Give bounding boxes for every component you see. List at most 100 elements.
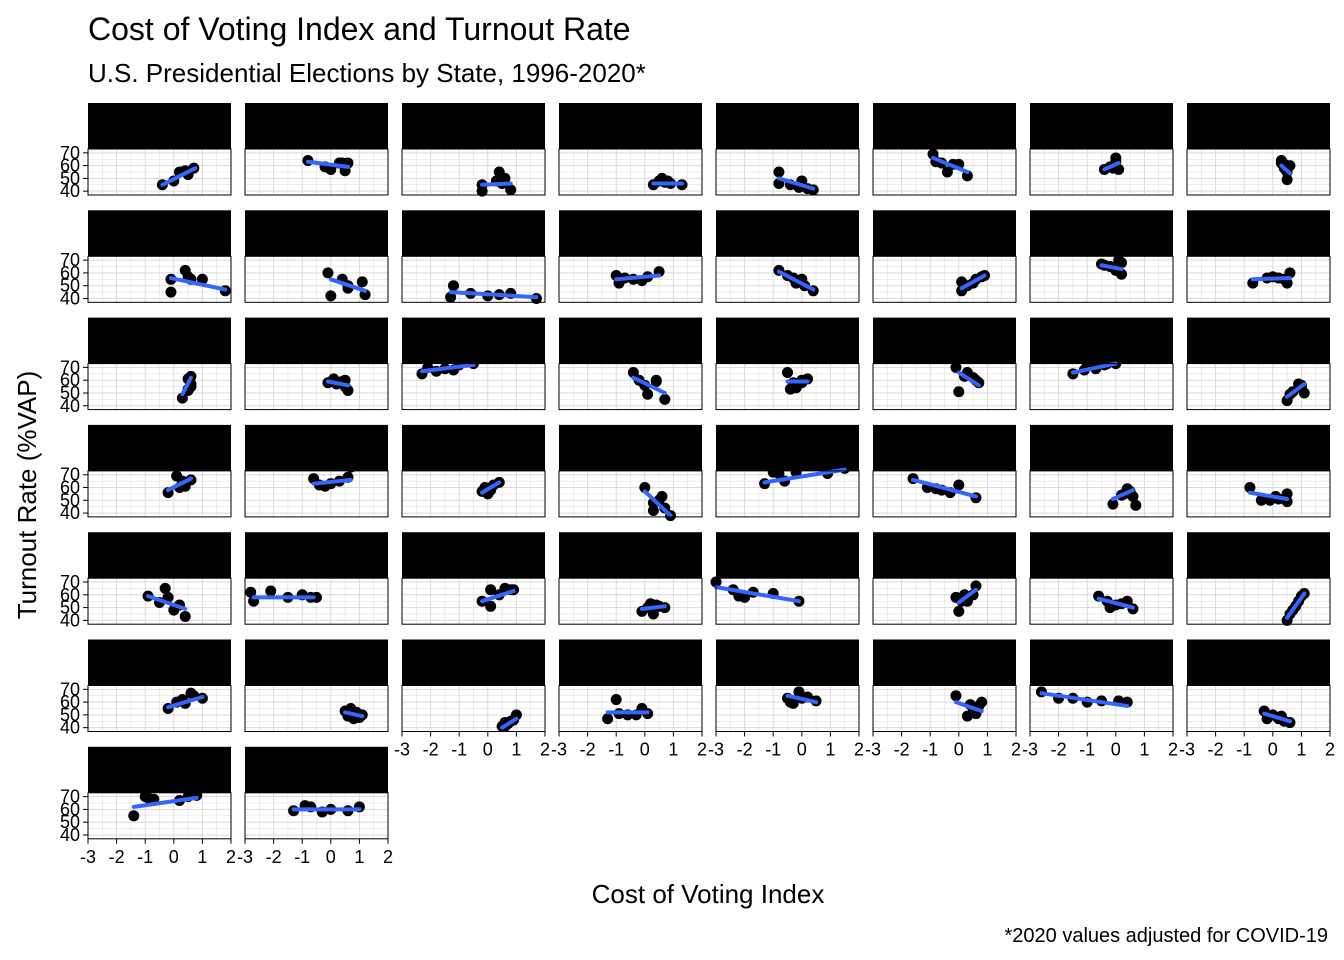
strip: [245, 639, 388, 686]
panel-indiana: Indiana: [872, 210, 1017, 303]
panel-tennessee: Tennessee: [244, 639, 389, 732]
data-point: [950, 690, 962, 702]
fit-line: [146, 594, 188, 611]
fit-line: [305, 159, 350, 169]
panel-marks: [1281, 588, 1310, 626]
strip-label: Vermont: [747, 651, 829, 676]
data-point: [1281, 277, 1293, 289]
strip: [245, 532, 388, 579]
data-point: [510, 709, 522, 721]
panel-marks: [339, 703, 368, 725]
fit-line: [1285, 382, 1307, 399]
x-tick-label: 1: [354, 847, 364, 867]
panel-marks: [1035, 686, 1133, 708]
data-point: [1107, 498, 1119, 510]
panel-georgia: Georgia: [244, 210, 389, 303]
data-point: [953, 386, 965, 398]
data-point: [1130, 499, 1142, 511]
x-tick-label: 1: [1139, 740, 1149, 760]
panel-marks: [1258, 705, 1296, 729]
panel-marks: [956, 269, 991, 297]
data-point: [322, 267, 334, 279]
panel-marks: [782, 686, 822, 709]
strip-label: North Carolina: [89, 543, 232, 568]
panel-border: [401, 577, 546, 625]
panel-marks: [639, 482, 677, 522]
fit-line: [959, 273, 987, 291]
fit-line: [911, 477, 978, 499]
data-point: [639, 482, 651, 494]
panel-marks: [627, 367, 671, 405]
panel-connecticut: Connecticut: [1029, 103, 1174, 196]
strip: [245, 103, 388, 149]
panel-michigan: Michigan: [872, 317, 1017, 411]
panel-marks: [162, 470, 197, 499]
panel-border: [244, 577, 389, 625]
strip: [88, 317, 231, 364]
y-tick-label: 40: [60, 825, 80, 845]
panel-marks: [950, 580, 982, 617]
panel-arizona: Arizona: [401, 103, 546, 197]
panel-washington: Washington -3 -2 -1 0 1 2: [1022, 639, 1178, 760]
panel-new-york: New York: [1186, 424, 1331, 518]
fit-line: [956, 370, 981, 388]
x-tick-label: -1: [294, 847, 310, 867]
y-tick-label: 40: [60, 396, 80, 416]
fit-line: [1262, 711, 1292, 724]
x-tick-label: 2: [697, 740, 707, 760]
panel-marks: [162, 687, 208, 714]
panel-texas: Texas -3 -2 -1 0 1 2: [394, 639, 550, 760]
panel-border: [87, 577, 232, 625]
y-tick-label: 70: [60, 357, 80, 377]
x-tick-label: -1: [608, 740, 624, 760]
panel-border: [1186, 255, 1331, 303]
fit-line: [180, 375, 193, 397]
panel-border: [558, 255, 703, 303]
panel-border: [558, 363, 703, 411]
x-tick-label: -3: [865, 740, 881, 760]
data-point: [128, 810, 140, 822]
panel-north-dakota: North Dakota: [244, 532, 389, 625]
x-tick-label: 2: [1325, 740, 1335, 760]
data-point: [656, 490, 668, 502]
fit-line: [1279, 163, 1292, 176]
y-tick-label: 70: [60, 572, 80, 592]
data-point: [976, 696, 988, 708]
panel-border: [1186, 363, 1331, 411]
panel-marks: [950, 690, 988, 722]
panel-nebraska: Nebraska: [401, 424, 546, 518]
strip-label: Alaska: [283, 114, 350, 139]
x-tick-label: -3: [1022, 740, 1038, 760]
fit-line: [328, 277, 368, 293]
chart-subtitle: U.S. Presidential Elections by State, 19…: [88, 58, 646, 88]
fit-line: [1039, 691, 1130, 708]
panel-nevada: Nevada: [558, 424, 703, 522]
fit-line: [480, 480, 502, 495]
x-tick-label: -1: [1236, 740, 1252, 760]
x-tick-label: -3: [1179, 740, 1195, 760]
fit-line: [714, 585, 801, 604]
panel-marks: [1275, 155, 1296, 186]
fit-line: [325, 379, 350, 388]
panel-border: [401, 363, 546, 411]
data-point: [647, 608, 659, 620]
panel-border: [1029, 255, 1174, 303]
fit-line: [776, 269, 816, 292]
fit-line: [953, 700, 984, 714]
panel-california: California: [715, 103, 860, 196]
panel-border: [401, 470, 546, 518]
panel-utah: Utah -3 -2 -1 0 1 2: [551, 639, 707, 760]
strip-label: Alabama: [116, 114, 204, 139]
strip: [559, 210, 702, 257]
panel-marks: [142, 582, 191, 623]
data-point: [787, 697, 799, 709]
y-tick-label: 70: [60, 250, 80, 270]
data-point: [1284, 267, 1296, 279]
x-tick-label: 1: [197, 847, 207, 867]
y-tick-label: 70: [60, 143, 80, 163]
fit-line: [956, 587, 978, 605]
strip-label: Colorado: [900, 114, 989, 139]
